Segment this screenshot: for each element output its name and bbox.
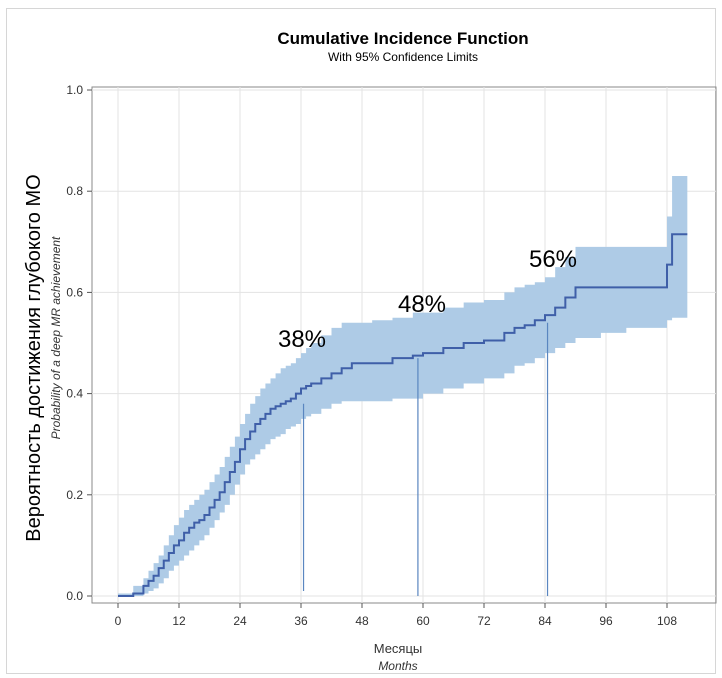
y-axis-label-en: Probability of a deep MR achievement — [49, 236, 63, 439]
x-tick-label: 84 — [538, 614, 552, 628]
annotation-label: 48% — [398, 291, 446, 318]
plot-border — [91, 86, 717, 604]
annotation-label: 56% — [529, 246, 577, 273]
x-tick-label: 12 — [172, 614, 186, 628]
confidence-band — [118, 176, 688, 596]
x-axis-label: Месяцы — [374, 641, 423, 656]
plot-area: 0.0 0.2 0.4 0.6 0.8 1.0 0 12 24 36 48 60 72 84 96 108 38… — [66, 83, 717, 628]
chart-subtitle: With 95% Confidence Limits — [328, 50, 478, 64]
x-tick-label: 72 — [477, 614, 491, 628]
x-tick-label: 108 — [657, 614, 677, 628]
y-tick-label: 0.8 — [66, 184, 83, 198]
y-tick-label: 0.2 — [66, 488, 83, 502]
x-tick-label: 48 — [355, 614, 369, 628]
annotation-label: 38% — [278, 326, 326, 353]
x-axis-label-en: Months — [378, 659, 417, 673]
x-tick-label: 60 — [416, 614, 430, 628]
x-tick-label: 96 — [599, 614, 613, 628]
y-tick-label: 1.0 — [66, 83, 83, 97]
y-tick-label: 0.6 — [66, 285, 83, 299]
x-tick-label: 36 — [294, 614, 308, 628]
y-tick-label: 0.0 — [66, 589, 83, 603]
x-tick-label: 0 — [115, 614, 122, 628]
x-tick-label: 24 — [233, 614, 247, 628]
chart-title: Cumulative Incidence Function — [277, 29, 528, 48]
cumulative-incidence-line — [118, 233, 688, 597]
y-tick-label: 0.4 — [66, 387, 83, 401]
y-axis-label: Вероятность достижения глубокого МО — [23, 174, 45, 541]
